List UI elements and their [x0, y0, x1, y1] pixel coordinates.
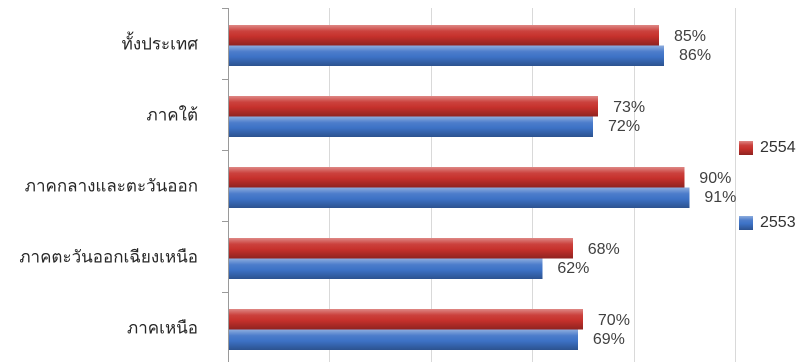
bar	[229, 238, 573, 259]
bar	[229, 309, 583, 330]
data-label: 90%	[699, 170, 731, 187]
bar	[229, 329, 578, 350]
category-label: ภาคใต้	[147, 105, 198, 125]
bar	[229, 96, 599, 117]
data-label: 62%	[557, 260, 589, 277]
category-label: ภาคตะวันออกเฉียงเหนือ	[19, 248, 198, 267]
data-label: 73%	[613, 99, 645, 116]
bar	[229, 167, 685, 188]
plot-area: ทั้งประเทศ 85% 86% ภาคใต้ 73% 72% ภาคกลางและตะ…	[19, 8, 736, 362]
data-label: 70%	[598, 312, 630, 329]
data-label: 72%	[608, 118, 640, 135]
bar	[229, 187, 690, 208]
bar	[229, 116, 594, 137]
category-label: ภาคกลางและตะวันออก	[25, 177, 198, 196]
data-label: 69%	[593, 331, 625, 348]
category-label: ทั้งประเทศ	[122, 32, 199, 54]
category-label: ภาคเหนือ	[127, 319, 198, 338]
legend-label: 2553	[760, 214, 796, 231]
legend-label: 2554	[760, 139, 796, 156]
bar	[229, 45, 665, 66]
data-label: 91%	[704, 189, 736, 206]
legend: 2554 2553	[739, 139, 796, 231]
data-label: 68%	[588, 241, 620, 258]
data-label: 85%	[674, 28, 706, 45]
bar	[229, 25, 659, 46]
legend-swatch	[739, 141, 753, 155]
legend-swatch	[739, 216, 753, 230]
bar	[229, 258, 543, 279]
data-label: 86%	[679, 47, 711, 64]
